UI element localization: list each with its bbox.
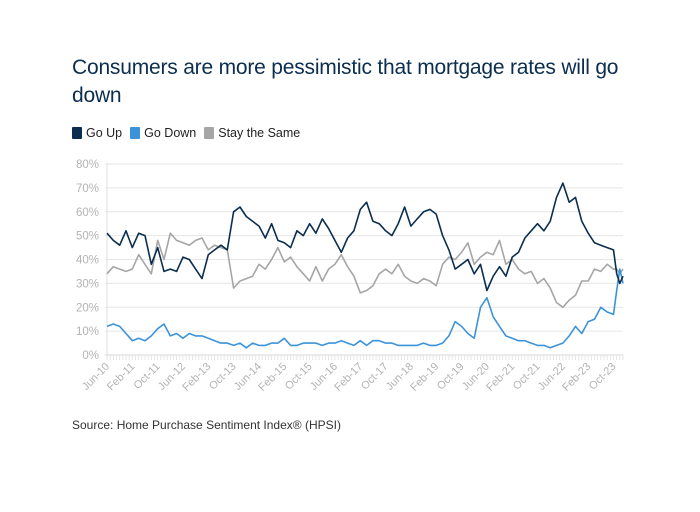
- x-tick-label: Feb-15: [256, 361, 289, 394]
- legend-swatch-stay-the-same: [204, 127, 215, 139]
- x-tick-label: Oct-23: [587, 361, 619, 393]
- legend-item-go-down: Go Down: [130, 126, 196, 140]
- x-tick-label: Feb-23: [560, 361, 593, 394]
- legend-swatch-go-up: [72, 127, 82, 139]
- legend-label-go-down: Go Down: [144, 126, 197, 140]
- legend-swatch-go-down: [130, 127, 141, 139]
- x-tick-label: Feb-13: [180, 361, 213, 394]
- y-tick-label: 80%: [76, 159, 99, 171]
- series-line-go-down: [106, 268, 624, 349]
- x-tick-label: Feb-21: [484, 361, 517, 394]
- legend: Go Up Go Down Stay the Same: [72, 126, 300, 140]
- y-tick-label: 10%: [76, 326, 99, 338]
- source-note: Source: Home Purchase Sentiment Index® (…: [72, 418, 341, 432]
- y-tick-label: 60%: [76, 207, 99, 219]
- y-tick-label: 70%: [76, 183, 99, 195]
- y-tick-label: 40%: [76, 255, 99, 267]
- chart-title: Consumers are more pessimistic that mort…: [72, 56, 619, 107]
- legend-item-go-up: Go Up: [72, 126, 122, 140]
- legend-label-go-up: Go Up: [86, 126, 123, 140]
- y-tick-label: 30%: [76, 278, 99, 290]
- y-tick-label: 20%: [76, 302, 99, 314]
- y-tick-label: 50%: [76, 231, 99, 243]
- x-tick-label: Feb-17: [332, 361, 365, 394]
- series-line-stay-the-same: [106, 232, 624, 309]
- x-tick-label: Feb-11: [105, 361, 138, 394]
- y-tick-label: 0%: [82, 350, 99, 362]
- series-line-go-up: [106, 182, 624, 292]
- legend-label-stay-the-same: Stay the Same: [218, 126, 301, 140]
- legend-item-stay-the-same: Stay the Same: [204, 126, 300, 140]
- x-tick-label: Feb-19: [408, 361, 441, 394]
